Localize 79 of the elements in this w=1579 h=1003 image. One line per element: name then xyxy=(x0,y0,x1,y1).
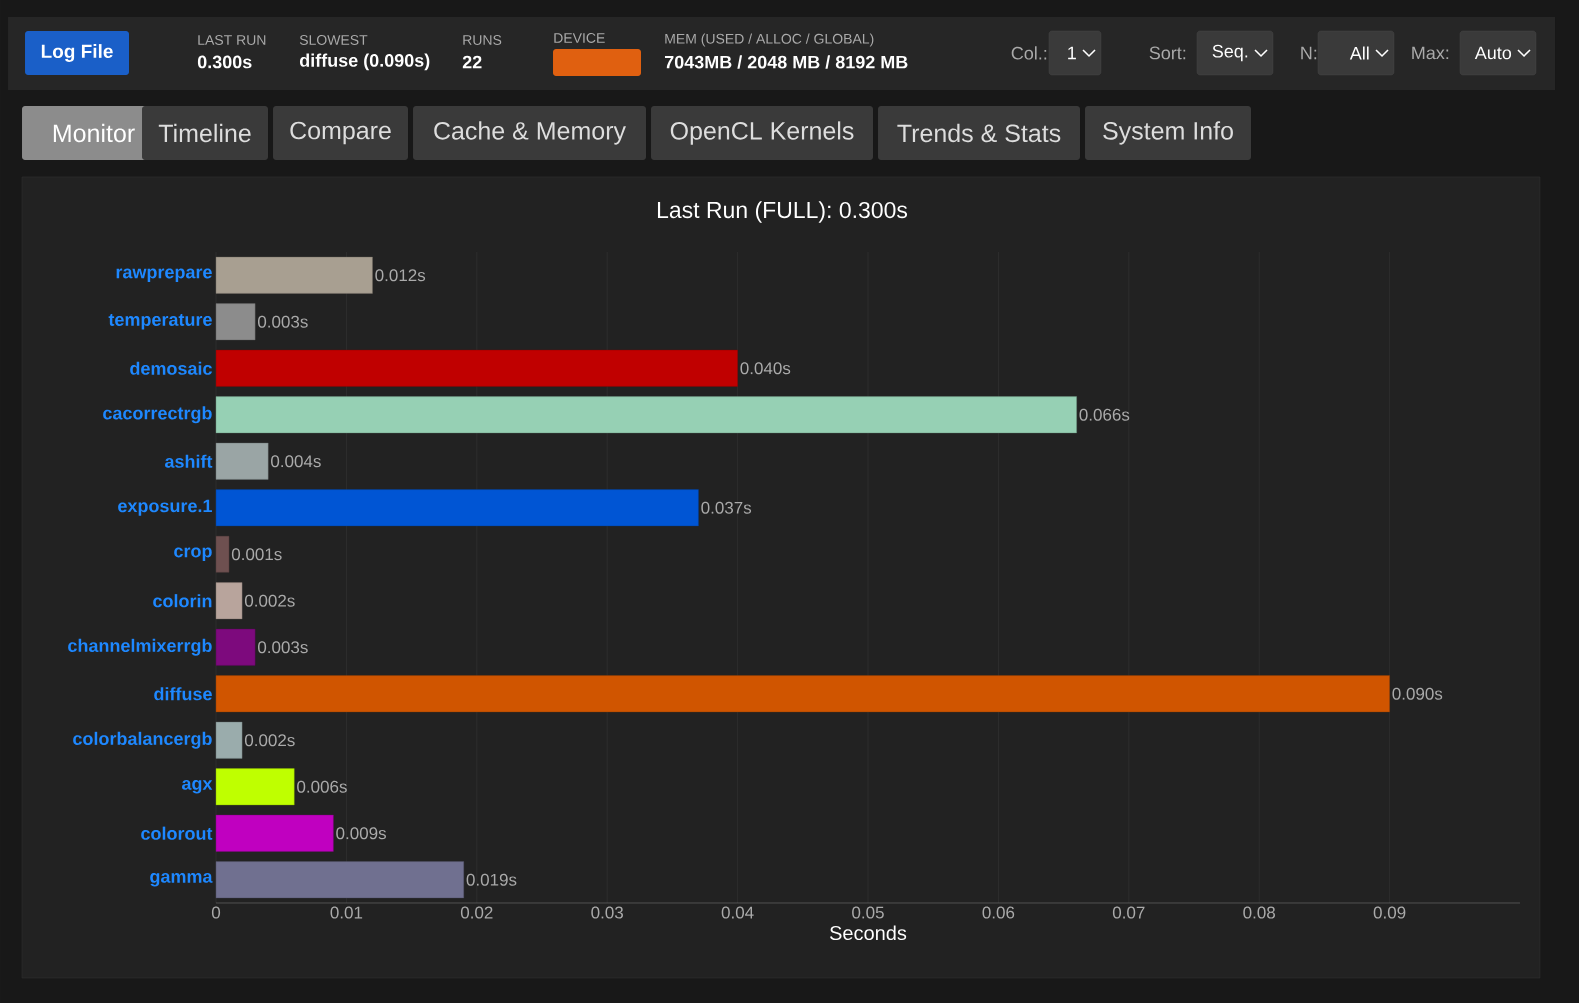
x-axis-title: Seconds xyxy=(829,925,907,941)
text: Col.: xyxy=(1011,46,1047,60)
x-tick-label: 0.07 xyxy=(1112,906,1145,919)
text: MEM (USED / ALLOC / GLOBAL) xyxy=(665,33,874,47)
bar xyxy=(215,814,334,852)
x-tick-label: 0.02 xyxy=(460,906,493,919)
text: N: xyxy=(1301,46,1317,60)
data-label: 0.003s xyxy=(257,315,308,328)
data-label: 0.003s xyxy=(257,641,308,654)
bar xyxy=(215,489,699,527)
y-tick-label: diffuse xyxy=(154,687,212,701)
x-tick-label: 0.06 xyxy=(982,906,1015,919)
y-tick-label: gamma xyxy=(150,872,213,887)
x-tick-label: 0 xyxy=(211,906,221,919)
y-tick-label: cacorrectrgb xyxy=(103,406,212,424)
y-tick-label: colorbalancergb xyxy=(73,731,212,749)
data-label: 0.002s xyxy=(244,594,295,607)
y-tick-label: temperature xyxy=(108,314,212,330)
text: Log File xyxy=(41,44,113,62)
data-label: 0.040s xyxy=(740,362,791,375)
bar xyxy=(215,535,230,573)
text: Trends & Stats xyxy=(897,123,1061,143)
text: 1 xyxy=(1068,46,1076,60)
y-tick-label: agx xyxy=(181,779,213,794)
bar xyxy=(215,256,373,294)
text: Timeline xyxy=(158,123,251,143)
y-tick-label: demosaic xyxy=(130,361,212,375)
text: 0.300s xyxy=(197,55,252,69)
bar xyxy=(215,721,243,759)
text: System Info xyxy=(1103,121,1233,145)
text: SLOWEST xyxy=(299,35,368,45)
x-tick-label: 0.03 xyxy=(591,906,623,919)
bar xyxy=(215,628,256,666)
chart-title: Last Run (FULL): 0.300s xyxy=(657,201,908,223)
y-tick-label: colorin xyxy=(153,594,212,608)
bar xyxy=(215,442,269,480)
text: Cache & Memory xyxy=(434,121,626,145)
bar xyxy=(215,768,295,806)
y-tick-label: crop xyxy=(174,547,212,561)
text: Max: xyxy=(1412,46,1449,60)
text: Auto xyxy=(1474,46,1512,60)
x-tick-label: 0.04 xyxy=(721,906,754,919)
data-label: 0.004s xyxy=(271,455,321,468)
text: Seq. xyxy=(1212,44,1248,62)
y-tick-label: colorout xyxy=(141,826,213,840)
bar xyxy=(215,675,1390,713)
x-tick-label: 0.05 xyxy=(852,906,884,919)
data-label: 0.009s xyxy=(336,827,386,840)
bar xyxy=(215,349,738,387)
text: DEVICE xyxy=(554,33,605,43)
text: LAST RUN xyxy=(198,35,266,45)
text: 22 xyxy=(462,55,482,69)
bar xyxy=(215,396,1077,434)
data-label: 0.066s xyxy=(1079,408,1130,421)
text: Monitor xyxy=(53,123,135,143)
text: diffuse (0.090s) xyxy=(299,53,430,71)
bar xyxy=(215,861,464,899)
data-label: 0.001s xyxy=(231,548,282,561)
data-label: 0.006s xyxy=(297,780,347,793)
text: OpenCL Kernels xyxy=(670,121,854,145)
x-tick-label: 0.08 xyxy=(1243,906,1275,919)
data-label: 0.012s xyxy=(375,269,426,282)
text: RUNS xyxy=(463,35,502,45)
y-tick-label: channelmixerrgb xyxy=(68,638,212,656)
text: 7043MB / 2048 MB / 8192 MB xyxy=(664,55,908,69)
bar xyxy=(215,303,256,341)
y-tick-label: rawprepare xyxy=(116,268,212,282)
text: All xyxy=(1349,46,1369,60)
x-tick-label: 0.09 xyxy=(1373,906,1406,919)
y-tick-label: exposure.1 xyxy=(118,499,212,516)
data-label: 0.019s xyxy=(466,873,517,886)
text: Sort: xyxy=(1149,46,1186,60)
data-label: 0.037s xyxy=(701,501,752,514)
data-label: 0.090s xyxy=(1392,687,1443,700)
x-tick-label: 0.01 xyxy=(330,906,363,919)
data-label: 0.002s xyxy=(244,734,295,747)
text: Compare xyxy=(290,121,391,145)
y-tick-label: ashift xyxy=(165,454,213,468)
bar xyxy=(215,582,243,620)
